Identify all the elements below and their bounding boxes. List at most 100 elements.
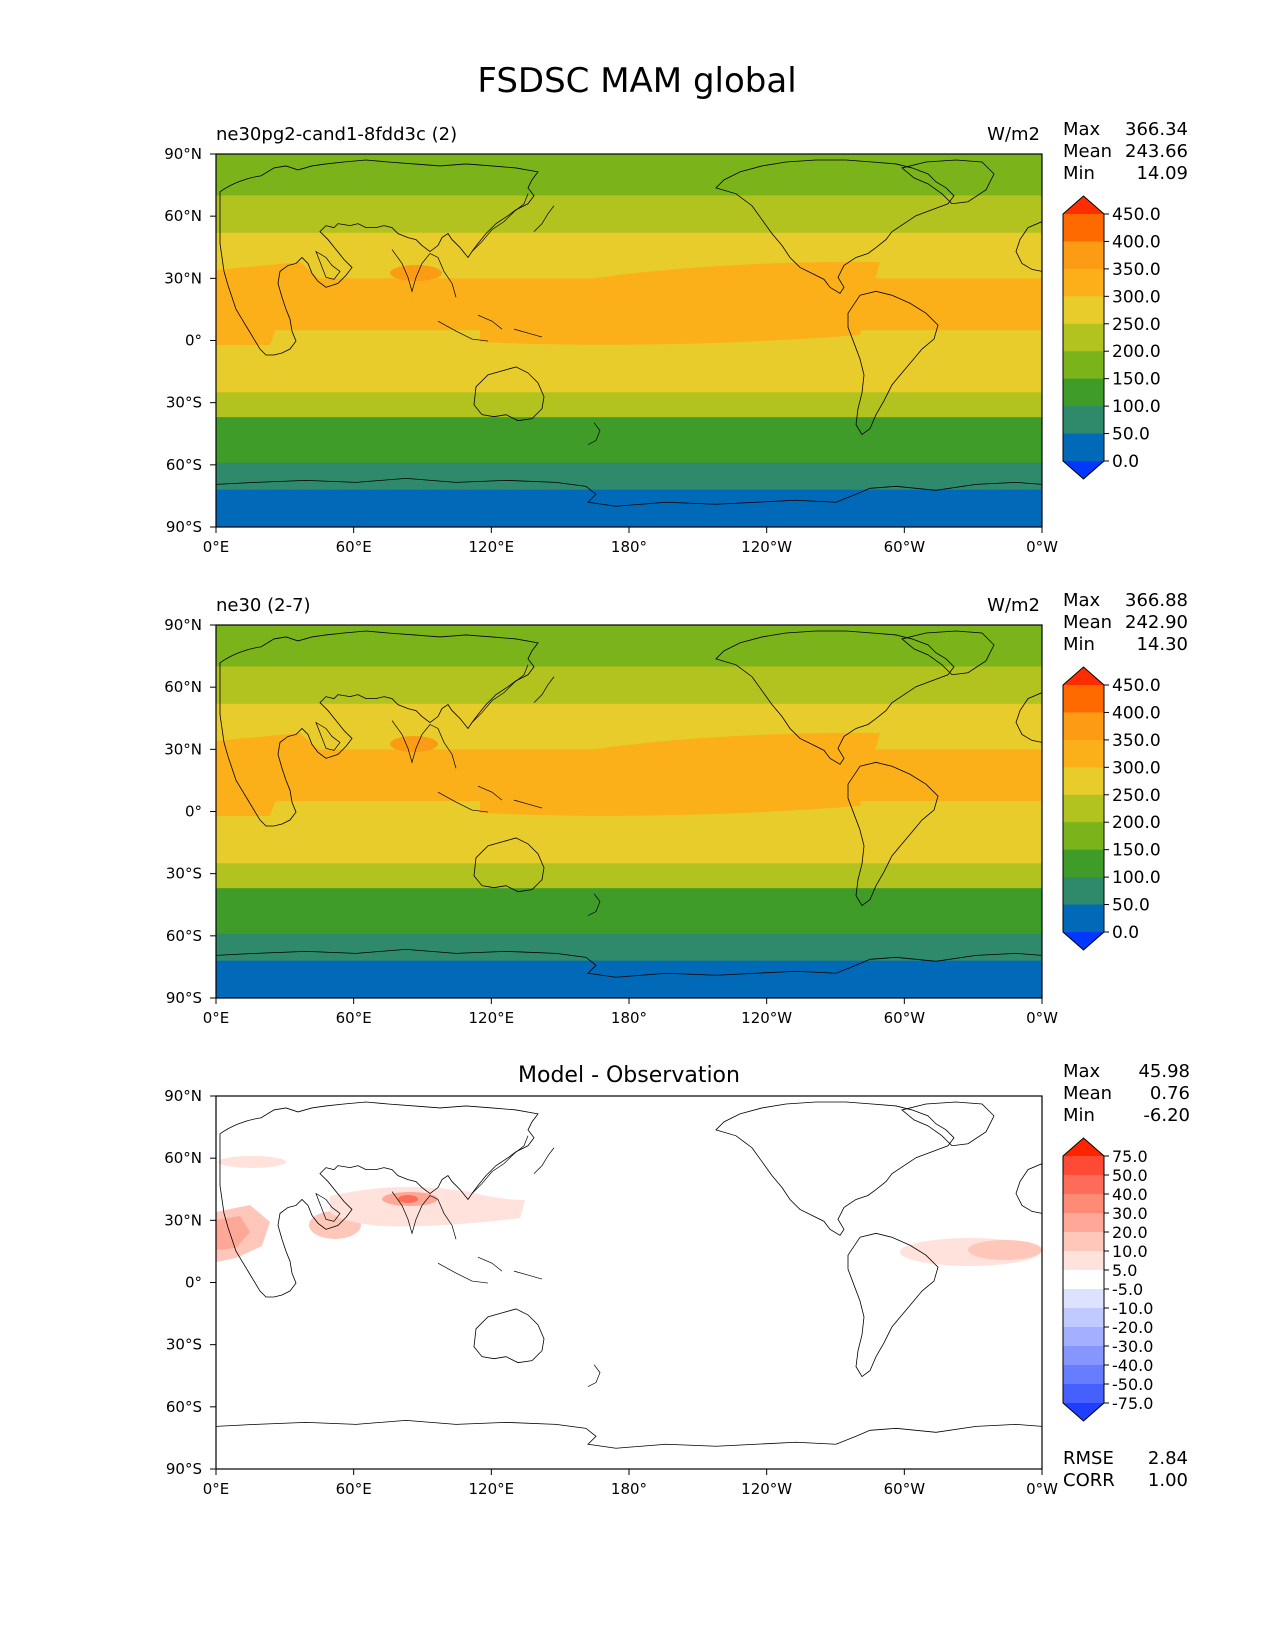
panel-title: ne30 (2-7) <box>216 595 311 616</box>
colorbar-extend-min <box>1063 1403 1104 1421</box>
colorbar-label: 100.0 <box>1112 397 1161 417</box>
colorbar-segment <box>1063 877 1104 906</box>
units-label: W/m2 <box>987 124 1040 145</box>
zonal-band <box>216 933 1042 962</box>
colorbar-segment <box>1063 1308 1104 1328</box>
colorbar-label: -20.0 <box>1112 1318 1153 1337</box>
x-tick-label: 120°W <box>741 538 792 556</box>
colorbar-label: 30.0 <box>1112 1204 1148 1223</box>
colorbar-label: -5.0 <box>1112 1280 1143 1299</box>
y-axis: 90°N 60°N 30°N 0° 30°S 60°S 90°S <box>164 616 216 1007</box>
colorbar-label: 250.0 <box>1112 786 1161 806</box>
zonal-band <box>216 489 1042 527</box>
zonal-band <box>216 195 1042 234</box>
y-tick-label: 0° <box>185 803 202 821</box>
x-tick-label: 120°E <box>469 1480 515 1498</box>
colorbar-segment <box>1063 767 1104 796</box>
x-tick-label: 120°E <box>469 538 515 556</box>
colorbar-label: -75.0 <box>1112 1394 1153 1413</box>
x-tick-label: 180° <box>611 1009 647 1027</box>
stat-mean-value: 242.90 <box>1125 612 1188 633</box>
colorbar-segment <box>1063 822 1104 851</box>
colorbar-segment <box>1063 712 1104 741</box>
y-tick-label: 0° <box>185 1274 202 1292</box>
colorbar-segment <box>1063 351 1104 380</box>
colorbar-label: 50.0 <box>1112 896 1150 916</box>
y-tick-label: 90°N <box>164 1087 202 1105</box>
colorbar-segment <box>1063 1365 1104 1385</box>
warm-band-sahara <box>216 733 320 816</box>
colorbar-segment <box>1063 1175 1104 1195</box>
x-axis: 0°E 60°E 120°E 180° 120°W 60°W 0°W <box>203 1469 1058 1498</box>
colorbar-extend-max <box>1063 1138 1104 1156</box>
zonal-band <box>216 910 1042 935</box>
colorbar-label: 300.0 <box>1112 287 1161 307</box>
colorbar: 75.050.040.030.020.010.05.0-5.0-10.0-20.… <box>1062 1137 1153 1422</box>
y-tick-label: 30°S <box>166 865 202 883</box>
panel-reference: ne30 (2-7) W/m2 Max 366.88 Mean 242.90 M… <box>164 590 1188 1027</box>
colorbar-label: 10.0 <box>1112 1242 1148 1261</box>
zonal-band <box>216 703 1042 730</box>
colorbar-label: 40.0 <box>1112 1185 1148 1204</box>
colorbar-label: 100.0 <box>1112 868 1161 888</box>
zonal-band <box>216 625 1042 667</box>
colorbar-segment <box>1063 406 1104 435</box>
stat-mean-value: 243.66 <box>1125 141 1188 162</box>
stat-min-label: Min <box>1063 634 1095 655</box>
figure-title: FSDSC MAM global <box>477 61 796 101</box>
x-tick-label: 180° <box>611 538 647 556</box>
x-tick-label: 60°W <box>884 1009 926 1027</box>
panel-difference: Model - Observation Max 45.98 Mean 0.76 … <box>164 1061 1190 1498</box>
colorbar-label: 75.0 <box>1112 1147 1148 1166</box>
x-tick-label: 120°W <box>741 1480 792 1498</box>
colorbar-segment <box>1063 1346 1104 1366</box>
diff-patch-sahara <box>216 1216 250 1250</box>
x-tick-label: 0°W <box>1026 538 1058 556</box>
x-tick-label: 0°E <box>203 1009 230 1027</box>
stat-mean-label: Mean <box>1063 1083 1112 1104</box>
colorbar-label: 300.0 <box>1112 758 1161 778</box>
panel-title: Model - Observation <box>518 1063 740 1088</box>
y-tick-label: 30°N <box>164 269 202 287</box>
colorbar-label: 400.0 <box>1112 232 1161 252</box>
colorbar-label: 20.0 <box>1112 1223 1148 1242</box>
map-plot-area <box>216 625 1042 998</box>
y-tick-label: 60°N <box>164 207 202 225</box>
x-axis: 0°E 60°E 120°E 180° 120°W 60°W 0°W <box>203 527 1058 556</box>
diff-patch-himalaya-core <box>398 1195 418 1203</box>
corr-label: CORR <box>1063 1470 1115 1491</box>
warm-band-sahara <box>216 262 320 345</box>
high-value-patch <box>390 736 438 752</box>
x-tick-label: 60°E <box>336 538 372 556</box>
x-tick-label: 0°W <box>1026 1009 1058 1027</box>
rmse-value: 2.84 <box>1148 1448 1188 1469</box>
zonal-band <box>216 462 1042 491</box>
colorbar-segment <box>1063 296 1104 325</box>
high-value-patch <box>390 265 442 281</box>
stat-min-label: Min <box>1063 1105 1095 1126</box>
colorbar-label: 150.0 <box>1112 370 1161 390</box>
stat-max-value: 45.98 <box>1138 1061 1190 1082</box>
colorbar-label: 400.0 <box>1112 703 1161 723</box>
colorbar-label: 0.0 <box>1112 923 1139 943</box>
colorbar-segment <box>1063 214 1104 242</box>
x-tick-label: 60°W <box>884 1480 926 1498</box>
stat-max-label: Max <box>1063 119 1101 140</box>
y-tick-label: 90°N <box>164 145 202 163</box>
stat-max-value: 366.34 <box>1125 119 1188 140</box>
stat-max-label: Max <box>1063 1061 1101 1082</box>
colorbar-segment <box>1063 904 1104 933</box>
y-tick-label: 60°N <box>164 678 202 696</box>
y-tick-label: 0° <box>185 332 202 350</box>
colorbar-segment <box>1063 1156 1104 1176</box>
colorbar-extend-min <box>1063 461 1104 479</box>
stats-block: Max 366.88 Mean 242.90 Min 14.30 <box>1063 590 1188 655</box>
colorbar-segment <box>1063 268 1104 297</box>
colorbar-segment <box>1063 1289 1104 1309</box>
colorbar-segment <box>1063 1194 1104 1214</box>
y-tick-label: 60°S <box>166 1398 202 1416</box>
rmse-label: RMSE <box>1063 1448 1114 1469</box>
stat-mean-label: Mean <box>1063 612 1112 633</box>
colorbar-segment <box>1063 1232 1104 1252</box>
colorbar-segment <box>1063 1251 1104 1271</box>
